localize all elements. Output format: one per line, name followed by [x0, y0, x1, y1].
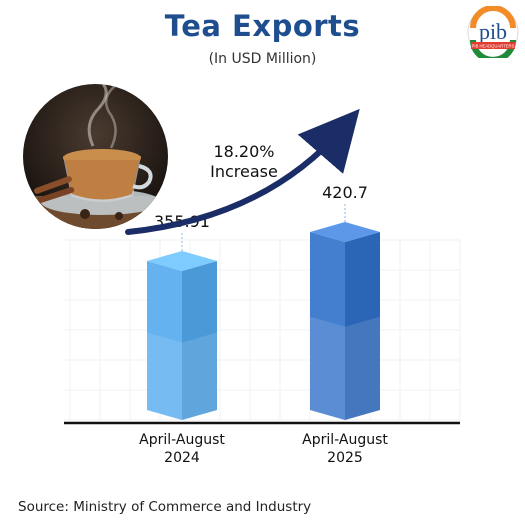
category-label-2-line-1: April-August [302, 432, 388, 448]
page-title: Tea Exports [164, 9, 361, 43]
bar-2 [310, 204, 380, 420]
source-note: Source: Ministry of Commerce and Industr… [18, 499, 312, 515]
value-label-2: 420.7 [322, 183, 368, 202]
category-label-1-line-2: 2024 [164, 450, 200, 466]
growth-arrow [125, 108, 360, 235]
tea-cup-image [23, 84, 168, 229]
pib-logo: pib PIB HEADQUARTERS [467, 6, 519, 58]
chart-bars [147, 204, 380, 420]
logo-text: pib [479, 19, 507, 44]
page-subtitle: (In USD Million) [208, 51, 317, 67]
logo-banner: PIB HEADQUARTERS [472, 44, 515, 49]
bar-1 [147, 232, 217, 420]
increase-label: Increase [210, 162, 278, 181]
category-label-2-line-2: 2025 [327, 450, 363, 466]
increase-percent: 18.20% [213, 142, 274, 161]
category-label-1-line-1: April-August [139, 432, 225, 448]
chart-grid [64, 239, 461, 421]
